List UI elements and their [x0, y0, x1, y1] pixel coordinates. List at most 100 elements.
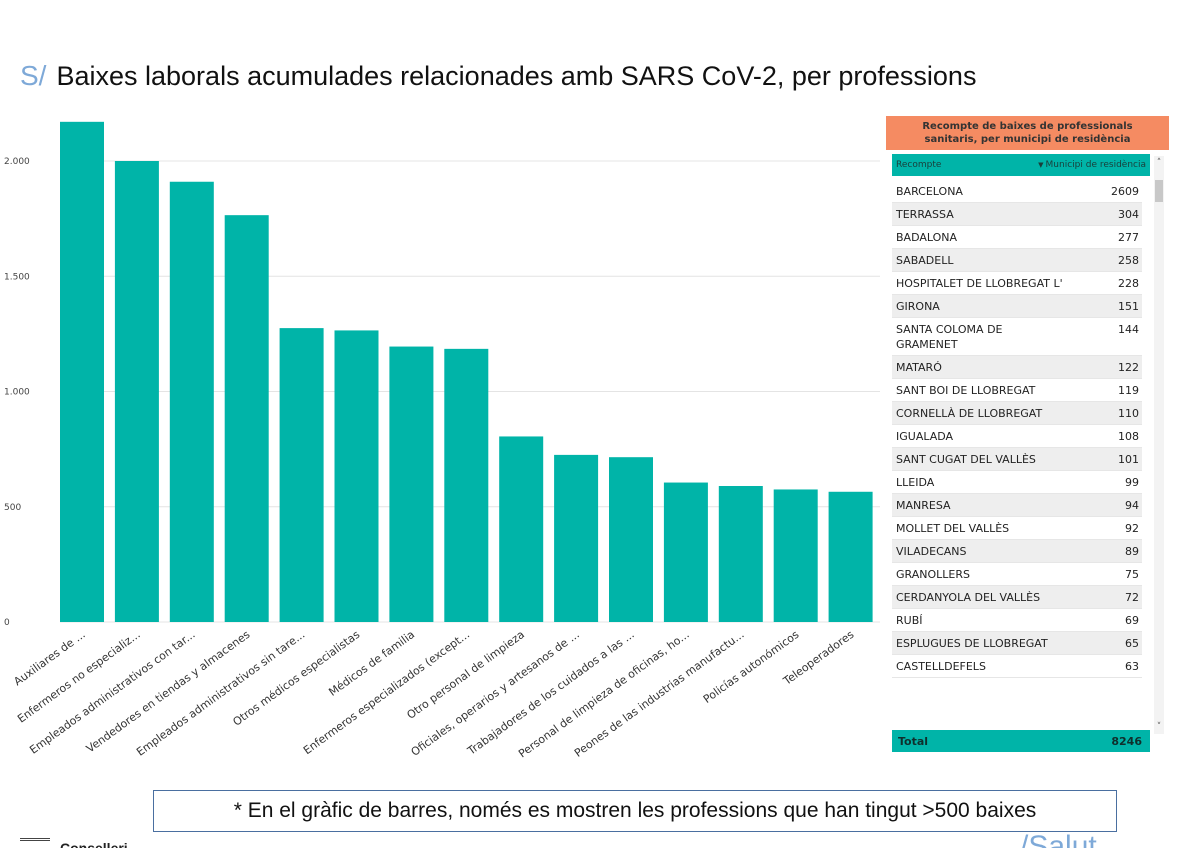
table-row[interactable]: SABADELL 258 [892, 249, 1142, 272]
municipality-name: ESPLUGUES DE LLOBREGAT [896, 637, 1048, 650]
table-row[interactable]: TERRASSA 304 [892, 203, 1142, 226]
bar [499, 436, 544, 622]
table-column-header[interactable]: Recompte ▼ Municipi de residència [892, 154, 1150, 176]
municipality-count: 277 [1118, 231, 1139, 244]
bar [609, 457, 653, 622]
table-row[interactable]: SANT BOI DE LLOBREGAT 119 [892, 379, 1142, 402]
table-row[interactable]: RUBÍ 69 [892, 609, 1142, 632]
y-tick-label: 2.000 [4, 157, 30, 167]
footnote: * En el gràfic de barres, només es mostr… [153, 790, 1117, 832]
column-municipi-label: Municipi de residència [1045, 160, 1146, 170]
table-row[interactable]: GIRONA 151 [892, 295, 1142, 318]
municipality-count: 69 [1125, 614, 1139, 627]
total-value: 8246 [1111, 734, 1142, 748]
bar [224, 215, 269, 622]
chevron-down-icon[interactable]: ˅ [1156, 722, 1162, 732]
municipality-count: 63 [1125, 660, 1139, 673]
footer-handle: /Salut [1020, 830, 1097, 848]
title-prefix: S/ [20, 60, 47, 91]
municipality-name: VILADECANS [896, 545, 967, 558]
municipality-count: 122 [1118, 361, 1139, 374]
bar [389, 346, 434, 622]
column-municipi[interactable]: ▼ Municipi de residència [1038, 160, 1146, 170]
municipality-name: CERDANYOLA DEL VALLÈS [896, 591, 1041, 604]
municipality-name: IGUALADA [896, 430, 954, 443]
bar [718, 486, 763, 622]
municipality-count: 304 [1118, 208, 1139, 221]
municipality-count: 94 [1125, 499, 1139, 512]
bar [773, 489, 818, 622]
table-total-row: Total 8246 [892, 730, 1150, 752]
municipality-count: 2609 [1111, 185, 1139, 198]
municipality-name: TERRASSA [896, 208, 954, 221]
municipality-name: MANRESA [896, 499, 951, 512]
table-row[interactable]: MANRESA 94 [892, 494, 1142, 517]
municipality-count: 89 [1125, 545, 1139, 558]
municipality-name: GIRONA [896, 300, 940, 313]
bar [169, 181, 214, 622]
municipality-name: BADALONA [896, 231, 958, 244]
bar [60, 121, 104, 622]
bar [828, 491, 873, 622]
table-row[interactable]: BADALONA 277 [892, 226, 1142, 249]
bar [279, 328, 324, 622]
bar [554, 454, 599, 622]
chevron-up-icon[interactable]: ˄ [1156, 158, 1162, 168]
municipality-name: HOSPITALET DE LLOBREGAT L' [896, 277, 1063, 290]
table-row[interactable]: GRANOLLERS 75 [892, 563, 1142, 586]
scroll-thumb[interactable] [1155, 180, 1163, 202]
table-row[interactable]: BARCELONA 2609 [892, 180, 1142, 203]
table-row[interactable]: IGUALADA 108 [892, 425, 1142, 448]
municipality-count: 108 [1118, 430, 1139, 443]
table-row[interactable]: CORNELLÀ DE LLOBREGAT 110 [892, 402, 1142, 425]
table-row[interactable]: VILADECANS 89 [892, 540, 1142, 563]
municipality-count: 228 [1118, 277, 1139, 290]
municipality-count: 110 [1118, 407, 1139, 420]
footer-brand: Conselleri [60, 840, 128, 848]
municipality-name: SABADELL [896, 254, 954, 267]
municipality-count: 99 [1125, 476, 1139, 489]
municipality-count: 75 [1125, 568, 1139, 581]
municipality-count: 119 [1118, 384, 1139, 397]
table-title: Recompte de baixes de professionals sani… [886, 116, 1169, 150]
municipality-name: CORNELLÀ DE LLOBREGAT [896, 407, 1043, 420]
table-row[interactable]: SANTA COLOMA DE GRAMENET 144 [892, 318, 1142, 356]
table-body[interactable]: BARCELONA 2609 TERRASSA 304 BADALONA 277 SABAD… [892, 176, 1150, 784]
bar [334, 330, 379, 622]
column-recompte[interactable]: Recompte [896, 160, 942, 170]
sort-desc-icon: ▼ [1038, 161, 1044, 169]
table-row[interactable]: CASTELLDEFELS 63 [892, 655, 1142, 678]
table-row[interactable]: MATARÓ 122 [892, 356, 1142, 379]
municipality-name: GRANOLLERS [896, 568, 970, 581]
municipality-name: SANT BOI DE LLOBREGAT [896, 384, 1036, 397]
x-tick-label: Policías autonómicos [701, 628, 802, 706]
table-row[interactable]: SANT CUGAT DEL VALLÈS 101 [892, 448, 1142, 471]
table-row[interactable]: ESPLUGUES DE LLOBREGAT 65 [892, 632, 1142, 655]
y-tick-label: 1.000 [4, 388, 30, 398]
municipality-count: 65 [1125, 637, 1139, 650]
municipality-count: 92 [1125, 522, 1139, 535]
page-title: S/ Baixes laborals acumulades relacionad… [20, 56, 976, 96]
municipality-name: MATARÓ [896, 361, 942, 374]
y-tick-label: 0 [4, 618, 10, 628]
table-row[interactable]: MOLLET DEL VALLÈS 92 [892, 517, 1142, 540]
municipality-count: 151 [1118, 300, 1139, 313]
municipality-name: RUBÍ [896, 614, 923, 627]
municipality-name: LLEIDA [896, 476, 935, 489]
table-row[interactable]: LLEIDA 99 [892, 471, 1142, 494]
bar [663, 482, 708, 622]
municipality-name: CASTELLDEFELS [896, 660, 986, 673]
table-row[interactable]: CERDANYOLA DEL VALLÈS 72 [892, 586, 1142, 609]
municipality-count: 101 [1118, 453, 1139, 466]
bar [114, 161, 159, 622]
table-scrollbar[interactable]: ˄ ˅ [1154, 156, 1164, 734]
municipality-count: 72 [1125, 591, 1139, 604]
municipality-name: BARCELONA [896, 185, 963, 198]
table-row[interactable]: HOSPITALET DE LLOBREGAT L' 228 [892, 272, 1142, 295]
bar [444, 348, 489, 622]
title-text: Baixes laborals acumulades relacionades … [56, 60, 977, 91]
municipality-count: 258 [1118, 254, 1139, 267]
total-label: Total [898, 734, 929, 748]
municipality-name: SANT CUGAT DEL VALLÈS [896, 453, 1036, 466]
